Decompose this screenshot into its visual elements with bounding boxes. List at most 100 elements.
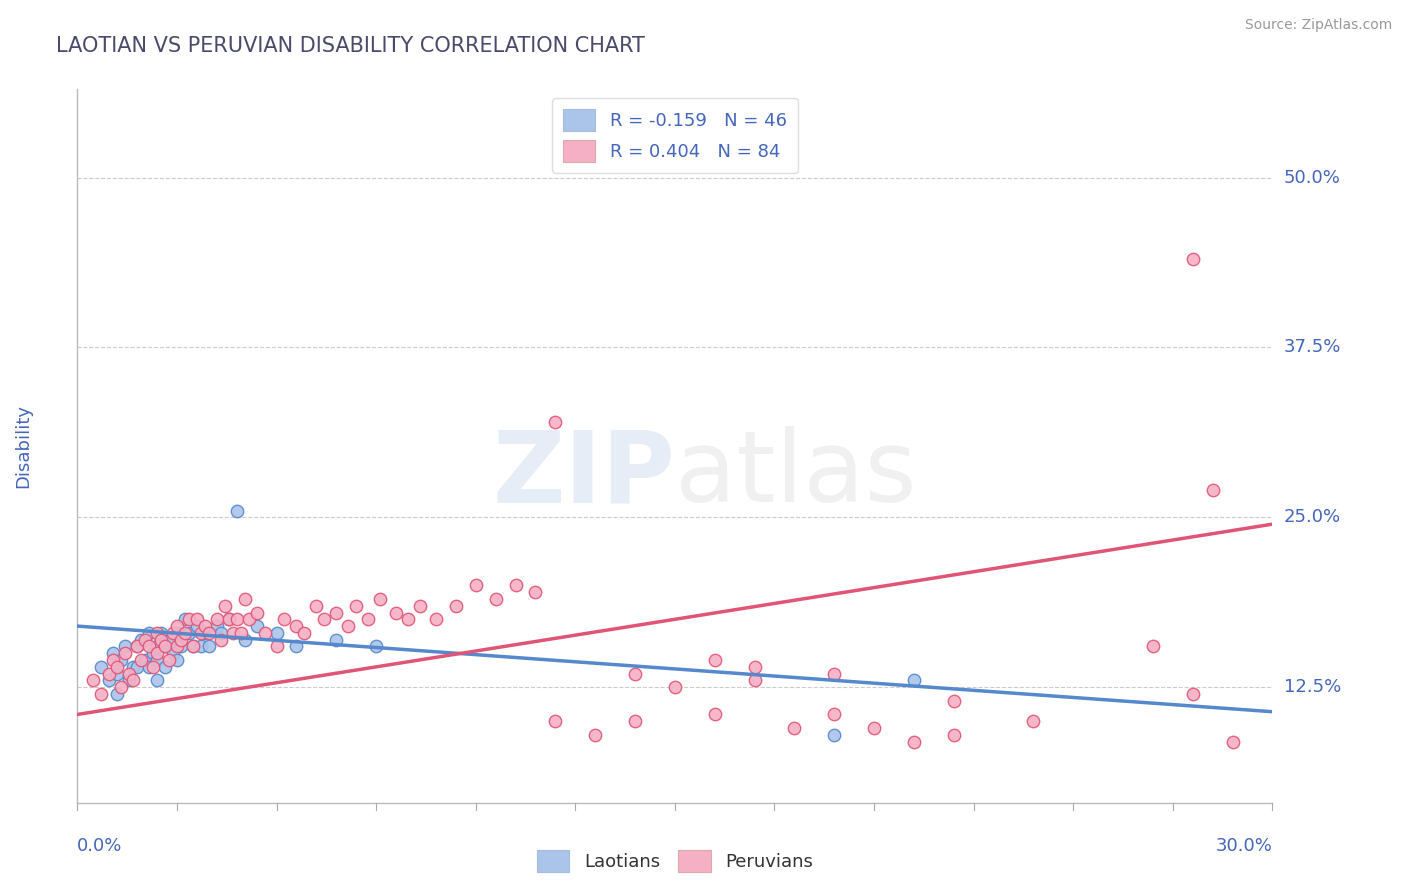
Point (166, 619, 188, 633)
Point (253, 626, 276, 640)
Point (1222, 734, 1244, 748)
Point (225, 503, 247, 517)
Point (127, 640, 149, 654)
Point (198, 640, 221, 654)
Point (357, 612, 380, 626)
Point (110, 653, 132, 667)
Point (823, 728, 845, 742)
Text: LAOTIAN VS PERUVIAN DISABILITY CORRELATION CHART: LAOTIAN VS PERUVIAN DISABILITY CORRELATI… (56, 36, 645, 55)
Point (138, 626, 160, 640)
Point (544, 415, 567, 429)
Point (166, 653, 188, 667)
Point (233, 632, 256, 647)
Point (344, 599, 367, 613)
Point (285, 640, 308, 654)
Point (118, 666, 141, 681)
Point (225, 612, 247, 626)
Text: 12.5%: 12.5% (1284, 678, 1341, 697)
Point (170, 632, 193, 647)
Point (903, 673, 925, 688)
Point (583, 728, 606, 742)
Point (105, 666, 128, 681)
Point (285, 619, 308, 633)
Point (146, 673, 169, 688)
Point (823, 666, 845, 681)
Point (505, 578, 527, 592)
Point (238, 612, 260, 626)
Point (266, 626, 288, 640)
Point (190, 626, 212, 640)
Point (209, 632, 232, 647)
Point (218, 612, 240, 626)
Point (150, 632, 173, 647)
Point (122, 673, 145, 688)
Point (105, 687, 128, 701)
Text: 25.0%: 25.0% (1284, 508, 1341, 526)
Point (863, 721, 886, 735)
Point (524, 585, 547, 599)
Point (98, 673, 121, 688)
Point (1201, 483, 1223, 498)
Point (177, 626, 200, 640)
Text: Disability: Disability (14, 404, 32, 488)
Point (162, 626, 184, 640)
Point (134, 653, 156, 667)
Point (129, 632, 152, 647)
Point (103, 653, 124, 667)
Point (664, 680, 686, 694)
Point (425, 612, 447, 626)
Point (337, 619, 360, 633)
Point (110, 680, 132, 694)
Point (314, 612, 336, 626)
Point (114, 640, 136, 654)
Point (1181, 252, 1204, 266)
Point (325, 606, 347, 620)
Point (166, 626, 188, 640)
Point (174, 626, 197, 640)
Point (166, 640, 188, 654)
Point (103, 646, 124, 660)
Point (246, 606, 269, 620)
Point (114, 646, 136, 660)
Point (150, 626, 173, 640)
Point (409, 599, 432, 613)
Point (783, 721, 806, 735)
Point (744, 660, 766, 674)
Point (181, 640, 204, 654)
Point (1181, 687, 1204, 701)
Point (209, 626, 232, 640)
Point (98, 666, 121, 681)
Point (198, 626, 221, 640)
Text: 50.0%: 50.0% (1284, 169, 1340, 186)
Point (205, 612, 228, 626)
Text: 0.0%: 0.0% (77, 837, 122, 855)
Point (485, 591, 508, 606)
Point (82, 673, 104, 688)
Point (624, 666, 647, 681)
Point (194, 626, 217, 640)
Point (246, 619, 269, 633)
Point (396, 612, 419, 626)
Point (624, 714, 647, 729)
Point (368, 591, 391, 606)
Point (90, 660, 112, 674)
Point (942, 728, 965, 742)
Point (205, 619, 228, 633)
Point (157, 653, 180, 667)
Point (134, 632, 156, 647)
Point (233, 591, 256, 606)
Point (385, 606, 408, 620)
Point (174, 612, 197, 626)
Point (266, 640, 288, 654)
Text: 30.0%: 30.0% (1216, 837, 1272, 855)
Text: 37.5%: 37.5% (1284, 338, 1341, 357)
Point (129, 653, 152, 667)
Point (218, 612, 240, 626)
Point (177, 612, 200, 626)
Point (366, 640, 388, 654)
Point (325, 632, 347, 647)
Point (703, 653, 725, 667)
Point (194, 619, 217, 633)
Point (118, 673, 141, 688)
Point (214, 599, 236, 613)
